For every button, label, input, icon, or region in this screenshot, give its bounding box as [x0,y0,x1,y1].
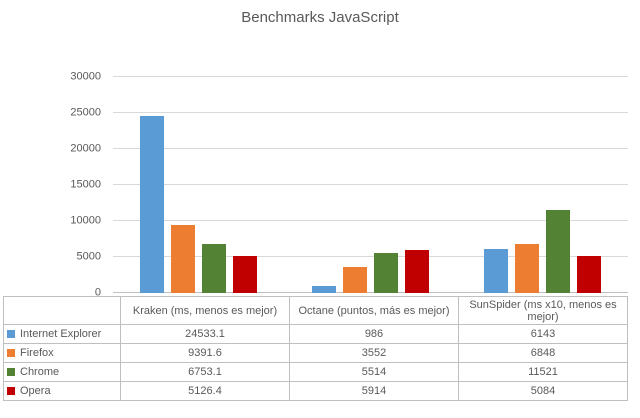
value-cell: 6143 [458,324,628,344]
bar-firefox [171,225,196,293]
value-cell: 6753.1 [120,362,290,382]
bar-firefox [343,267,367,293]
bar-chrome [374,253,398,293]
table-row: Chrome 6753.1 5514 11521 [3,362,628,382]
series-name: Internet Explorer [20,328,102,340]
bar-groups [113,77,628,293]
value-cell: 11521 [458,362,628,382]
series-name: Firefox [20,347,54,359]
chart-title: Benchmarks JavaScript [241,9,399,26]
y-axis-tick-label: 10000 [70,214,101,227]
bar-internet-explorer [140,116,165,293]
value-cell: 5126.4 [120,381,290,401]
y-axis-tick-label: 25000 [70,106,101,119]
category-header: SunSpider (ms x10, menos es mejor) [458,296,628,325]
gridline [113,220,628,222]
legend-swatch [7,330,15,338]
gridline [113,112,628,113]
series-name: Chrome [20,366,60,378]
y-axis-tick-label: 0 [94,286,101,299]
value-cell: 3552 [289,343,459,363]
data-table: Kraken (ms, menos es mejor) Octane (punto… [3,296,628,401]
value-cell: 9391.6 [120,343,290,363]
legend-cell: Internet Explorer [3,324,121,344]
table-header-row: Kraken (ms, menos es mejor) Octane (punto… [3,296,628,325]
bar-opera [233,256,258,293]
value-cell: 986 [289,324,459,344]
gridline [113,184,628,185]
legend-cell: Opera [3,381,121,401]
bar-firefox [514,243,539,293]
bar-chrome [202,244,227,293]
x-axis-line [113,292,628,293]
bar-internet-explorer [312,285,336,293]
bar-chrome [545,210,570,293]
legend-swatch [7,368,15,376]
bar-opera [405,250,429,293]
table-row: Internet Explorer 24533.1 986 6143 [3,324,628,344]
bar-opera [576,256,601,293]
y-axis-tick-label: 15000 [70,178,101,191]
y-axis-tick-label: 5000 [76,250,101,263]
bar-group-3 [456,77,628,293]
y-axis-tick-label: 30000 [70,70,101,83]
legend-swatch [7,349,15,357]
table-row: Opera 5126.4 5914 5084 [3,381,628,401]
category-header: Octane (puntos, más es mejor) [289,296,459,325]
gridline [113,148,628,150]
gridline [113,256,628,258]
bar-internet-explorer [483,248,508,293]
legend-swatch [7,387,15,395]
legend-cell: Chrome [3,362,121,382]
value-cell: 24533.1 [120,324,290,344]
bar-group-2 [285,77,457,293]
legend-cell: Firefox [3,343,121,363]
y-axis-tick-label: 20000 [70,142,101,155]
value-cell: 5514 [289,362,459,382]
plot-area: 0 5000 10000 15000 20000 25000 30000 [70,71,628,298]
value-cell: 5084 [458,381,628,401]
table-row: Firefox 9391.6 3552 6848 [3,343,628,363]
gridline [113,76,628,77]
series-name: Opera [20,385,51,397]
category-header: Kraken (ms, menos es mejor) [120,296,290,325]
bar-group-1 [113,77,285,293]
value-cell: 6848 [458,343,628,363]
value-cell: 5914 [289,381,459,401]
table-corner-cell [3,296,121,325]
